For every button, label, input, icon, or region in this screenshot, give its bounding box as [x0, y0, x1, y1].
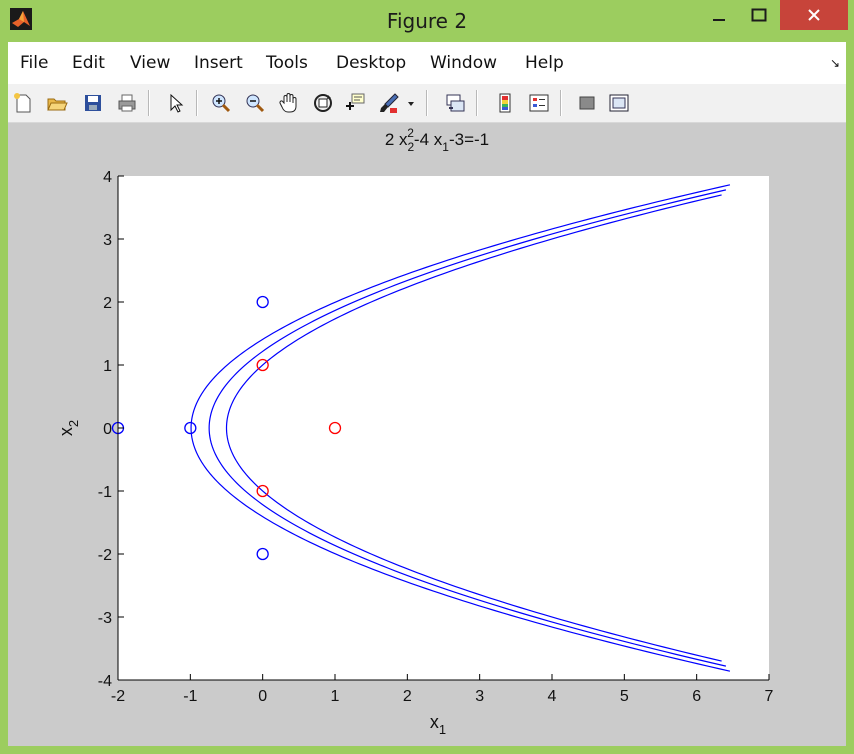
matlab-logo-icon — [10, 8, 32, 30]
figure-client: File Edit View Insert Tools Desktop Wind… — [8, 42, 846, 746]
save-icon[interactable] — [80, 90, 106, 116]
y-tick-label-8: 4 — [103, 169, 112, 186]
tick-group: -2 -1 0 1 2 3 4 5 6 7 -4 -3 -2 -1 0 1 2 3 4 — [98, 169, 774, 705]
new-figure-icon[interactable] — [10, 90, 36, 116]
legend-icon[interactable] — [526, 90, 552, 116]
zoom-out-icon[interactable] — [242, 90, 268, 116]
pan-hand-icon[interactable] — [276, 90, 302, 116]
x-tick-label-2: 0 — [258, 688, 267, 705]
curve-series-2 — [190, 184, 731, 672]
x-tick-label-7: 5 — [620, 688, 629, 705]
print-icon[interactable] — [114, 90, 140, 116]
marker-blue-3 — [256, 547, 269, 561]
open-file-icon[interactable] — [44, 90, 70, 116]
show-plot-tools-icon[interactable] — [606, 90, 632, 116]
x-tick-label-9: 7 — [765, 688, 774, 705]
y-tick-label-4: 0 — [103, 421, 112, 438]
figure-canvas: 2 x22-4 x1-3=-1 -2 -1 0 1 2 3 4 5 6 7 -4 -3 -2 -1 0 1 2 3… — [8, 123, 846, 746]
x-tick-label-5: 3 — [475, 688, 484, 705]
curve-series-0 — [225, 194, 722, 662]
axes-background[interactable] — [118, 176, 769, 680]
maximize-button[interactable] — [740, 0, 778, 30]
window-title: Figure 2 — [386, 9, 468, 33]
y-tick-label-7: 3 — [103, 232, 112, 249]
y-tick-label-3: -1 — [98, 484, 112, 501]
y-axis-label: x2 — [56, 420, 81, 436]
colorbar-icon[interactable] — [492, 90, 518, 116]
x-tick-label-1: -1 — [183, 688, 197, 705]
y-tick-label-1: -3 — [98, 610, 112, 627]
y-tick-label-5: 1 — [103, 358, 112, 375]
x-axis-label: x1 — [430, 712, 446, 737]
close-icon — [808, 9, 820, 21]
title-bar[interactable]: Figure 2 — [0, 0, 854, 42]
menu-insert[interactable]: Insert — [194, 53, 243, 73]
plot-title: 2 x22-4 x1-3=-1 — [385, 126, 489, 154]
x-tick-label-6: 4 — [548, 688, 557, 705]
menu-desktop[interactable]: Desktop — [336, 53, 407, 73]
marker-blue-2 — [256, 295, 269, 309]
minimize-icon — [713, 19, 725, 21]
marker-blue-1 — [184, 421, 197, 435]
maximize-icon — [751, 8, 767, 22]
y-tick-label-0: -4 — [98, 673, 112, 690]
marker-red-0 — [256, 358, 269, 372]
zoom-in-icon[interactable] — [208, 90, 234, 116]
curve-group — [190, 184, 731, 672]
menu-file[interactable]: File — [20, 53, 49, 73]
link-plot-icon[interactable] — [442, 90, 468, 116]
brush-dropdown-icon[interactable] — [404, 90, 418, 116]
y-tick-label-2: -2 — [98, 547, 112, 564]
marker-red-2 — [328, 421, 342, 435]
menu-edit[interactable]: Edit — [72, 53, 105, 73]
dock-arrow-icon[interactable]: ↘ — [829, 56, 840, 70]
y-tick-label-6: 2 — [103, 295, 112, 312]
menu-tools[interactable]: Tools — [266, 53, 308, 73]
minimize-button[interactable] — [700, 0, 738, 30]
marker-red-1 — [256, 484, 269, 498]
pointer-icon[interactable] — [162, 90, 188, 116]
plot-svg: 2 x22-4 x1-3=-1 -2 -1 0 1 2 3 4 5 6 7 -4 -3 -2 -1 0 1 2 3… — [56, 126, 774, 737]
x-tick-label-3: 1 — [331, 688, 340, 705]
brush-icon[interactable] — [376, 90, 402, 116]
rotate-3d-icon[interactable] — [310, 90, 336, 116]
x-tick-label-0: -2 — [111, 688, 125, 705]
menu-window[interactable]: Window — [430, 53, 498, 73]
menu-bar: File Edit View Insert Tools Desktop Wind… — [8, 42, 846, 84]
figure-toolbar — [8, 84, 846, 123]
close-button[interactable] — [780, 0, 848, 30]
hide-plot-tools-icon[interactable] — [574, 90, 600, 116]
x-tick-label-8: 6 — [692, 688, 701, 705]
menu-view[interactable]: View — [130, 53, 171, 73]
menu-help[interactable]: Help — [525, 53, 564, 73]
curve-series-1 — [208, 189, 727, 667]
x-tick-label-4: 2 — [403, 688, 412, 705]
marker-group — [111, 295, 342, 561]
data-cursor-icon[interactable] — [342, 90, 368, 116]
